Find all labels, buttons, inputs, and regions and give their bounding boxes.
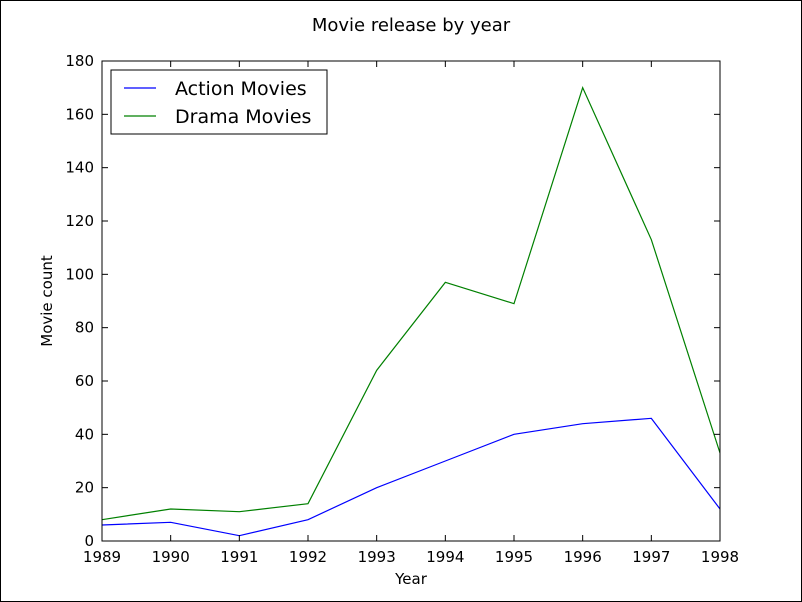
legend: Action Movies Drama Movies [110, 69, 328, 135]
x-tick-label: 1996 [564, 548, 602, 566]
y-tick-label: 40 [75, 425, 94, 443]
x-tick-label: 1995 [495, 548, 533, 566]
y-tick-label: 100 [65, 265, 94, 283]
series-line-0 [101, 417, 721, 537]
ticks-layer: 1989 1990 1991 1992 1993 1994 1995 1996 1997 1998… [65, 52, 739, 566]
x-tick-label: 1997 [632, 548, 670, 566]
plot-area [101, 60, 721, 542]
x-tick-label: 1990 [152, 548, 190, 566]
y-tick-label: 20 [75, 479, 94, 497]
y-tick-label: 120 [65, 212, 94, 230]
series-line-1 [101, 85, 721, 521]
legend-label-0: Action Movies [175, 78, 307, 100]
y-tick-label: 0 [84, 532, 94, 550]
x-tick-label: 1994 [426, 548, 464, 566]
y-tick-label: 60 [75, 372, 94, 390]
x-tick-label: 1993 [358, 548, 396, 566]
x-tick-label: 1998 [701, 548, 739, 566]
series-layer [101, 85, 721, 537]
y-tick-label: 160 [65, 105, 94, 123]
y-tick-label: 180 [65, 52, 94, 70]
y-tick-label: 140 [65, 159, 94, 177]
chart-title: Movie release by year [312, 15, 511, 36]
legend-label-1: Drama Movies [175, 106, 311, 128]
x-tick-label: 1992 [289, 548, 327, 566]
x-tick-label: 1989 [83, 548, 121, 566]
x-axis-label: Year [394, 570, 428, 588]
y-axis-label: Movie count [38, 255, 56, 347]
y-tick-label: 80 [75, 319, 94, 337]
x-tick-label: 1991 [220, 548, 258, 566]
legend-box [110, 69, 328, 135]
